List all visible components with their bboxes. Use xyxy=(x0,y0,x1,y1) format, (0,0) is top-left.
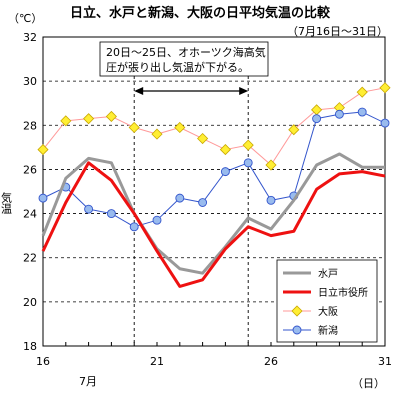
series-2-line xyxy=(42,87,386,166)
series-3-point-23 xyxy=(198,198,208,207)
legend-marker-3 xyxy=(292,325,302,335)
annotation-line-2: 圧が張り出し気温が下がる。 xyxy=(106,60,249,74)
plot-frame xyxy=(42,36,386,347)
series-2-point-27 xyxy=(288,124,300,136)
y-tick-label-24: 24 xyxy=(23,208,37,221)
series-3-point-29 xyxy=(334,109,344,119)
series-2-point-16 xyxy=(37,143,49,156)
series-2-point-21 xyxy=(151,128,163,140)
series-2-point-19 xyxy=(105,110,117,123)
legend-label-2: 大阪 xyxy=(318,305,338,318)
x-tick-label-21: 21 xyxy=(150,355,164,368)
legend-marker-2 xyxy=(291,305,303,317)
month-label: 7月 xyxy=(79,375,97,388)
y-tick-label-20: 20 xyxy=(23,296,37,309)
legend-label-1: 日立市役所 xyxy=(318,286,368,299)
annotation: 20日～25日、オホーツク海高気 圧が張り出し気温が下がる。 xyxy=(99,41,269,346)
series-2-point-20 xyxy=(128,121,140,134)
series-3-point-28 xyxy=(312,114,322,124)
y-tick-label-22: 22 xyxy=(23,252,37,265)
series-3-point-18 xyxy=(84,204,94,214)
series-3-point-21 xyxy=(152,215,162,225)
y-tick-label-32: 32 xyxy=(23,31,37,44)
y-tick-label-28: 28 xyxy=(23,119,37,132)
y-unit-label: （℃） xyxy=(8,12,42,25)
series-layer xyxy=(37,82,391,288)
chart-subtitle: （7月16日～31日） xyxy=(287,25,388,38)
annotation-arrow-left-head xyxy=(134,87,144,95)
y-axis-label: 気温 xyxy=(0,191,13,214)
series-3-point-24 xyxy=(220,167,230,177)
annotation-box xyxy=(99,41,269,77)
annotation-arrow-right-head xyxy=(239,87,249,95)
y-tick-label-30: 30 xyxy=(23,75,37,88)
series-0-line xyxy=(41,152,385,275)
series-3-point-16 xyxy=(38,193,48,203)
series-2-point-25 xyxy=(242,139,254,151)
chart-title: 日立、水戸と新潟、大阪の日平均気温の比較 xyxy=(70,5,331,21)
series-2-point-24 xyxy=(219,143,231,156)
series-2-point-31 xyxy=(379,82,391,94)
series-3-point-20 xyxy=(129,222,139,232)
x-tick-label-26: 26 xyxy=(264,355,278,368)
series-3-point-26 xyxy=(266,195,276,205)
series-3-point-25 xyxy=(243,158,253,168)
legend-label-0: 水戸 xyxy=(318,268,338,280)
x-tick-labels: 16 21 26 31 xyxy=(36,355,392,368)
x-tick-label-16: 16 xyxy=(36,355,50,368)
series-2-point-18 xyxy=(83,113,95,125)
x-tick-label-31: 31 xyxy=(378,355,392,368)
annotation-line-1: 20日～25日、オホーツク海高気 xyxy=(106,45,266,59)
series-3-point-19 xyxy=(106,209,116,219)
legend-label-3: 新潟 xyxy=(318,324,338,337)
series-2-point-22 xyxy=(174,121,186,134)
y-tick-label-26: 26 xyxy=(23,163,37,176)
series-3-point-31 xyxy=(380,118,390,128)
series-2-point-17 xyxy=(60,115,72,127)
series-2-point-23 xyxy=(197,132,209,145)
series-3-line xyxy=(42,111,386,228)
series-1-line xyxy=(41,161,386,288)
series-2-point-26 xyxy=(265,159,277,171)
series-2-point-30 xyxy=(356,86,368,98)
series-3-point-30 xyxy=(357,107,367,117)
y-tick-label-18: 18 xyxy=(23,340,37,353)
y-tick-labels: 18 20 22 24 26 28 30 32 xyxy=(23,31,37,353)
series-3-point-22 xyxy=(175,193,185,203)
x-unit-label: （日） xyxy=(352,377,385,390)
